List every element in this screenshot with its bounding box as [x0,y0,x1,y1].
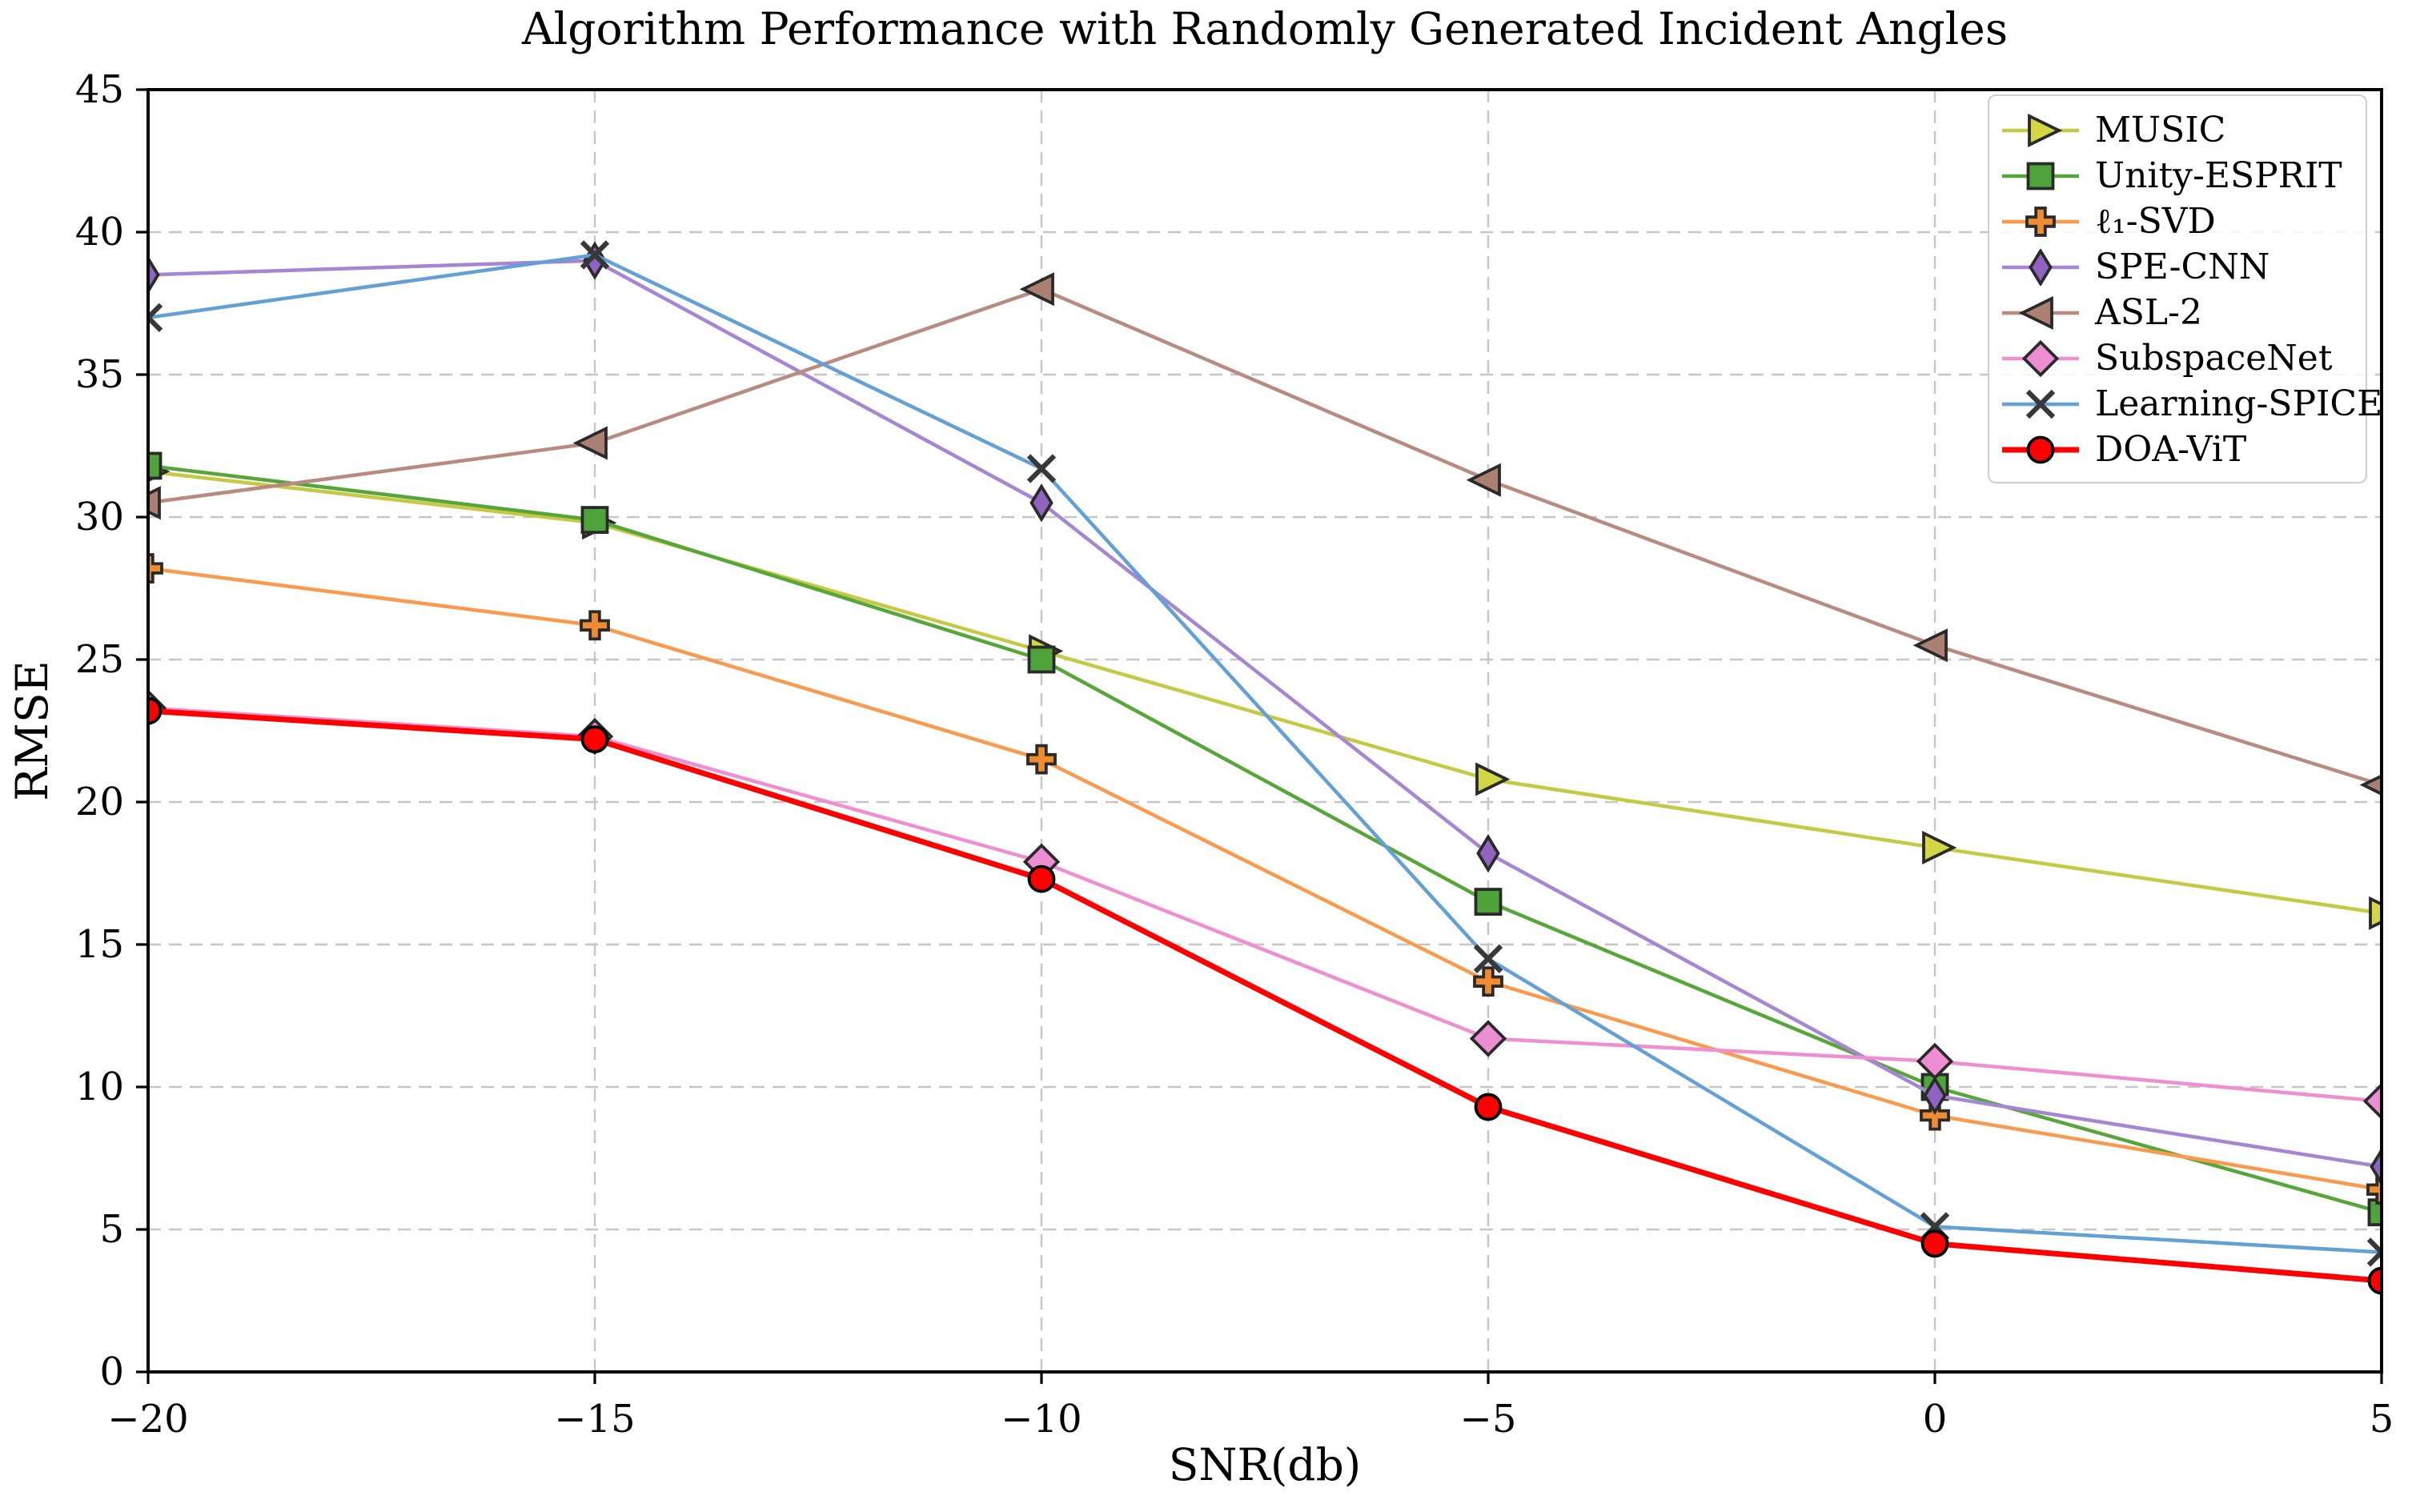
y-tick-label: 35 [75,352,124,397]
marker-triangle-right [1475,762,1511,796]
marker-diamond-thin [2029,248,2053,286]
marker-square [580,506,609,534]
legend-item-music: MUSIC [2001,107,2358,153]
legend-sample-svd [2002,206,2079,237]
marker-diamond-thin [1923,1076,1947,1115]
legend-label-svd: ℓ₁-SVD [2095,200,2216,242]
series-line-asl-2 [148,287,2382,787]
series-line-subspacenet [148,706,2382,1104]
marker-circle [2026,435,2055,463]
marker-diamond-thin [2370,1147,2382,1186]
y-tick-label: 5 [99,1207,124,1252]
marker-square [2367,1198,2382,1227]
marker-plus [148,553,163,584]
y-tick-label: 40 [75,210,124,255]
legend: MUSIC Unity-ESPRIT ℓ₁-SVD SPE-CNN ASL-2 Subsp… [1988,94,2382,483]
legend-label-unity-esprit: Unity-ESPRIT [2095,154,2342,196]
legend-sample-learning-spice [2002,389,2079,419]
legend-label-spe-cnn: SPE-CNN [2095,246,2270,287]
marker-square [1474,888,1503,916]
x-tick-label: 5 [2370,1397,2394,1442]
x-tick-label: −20 [107,1397,188,1442]
series-line-doa-vit [148,708,2382,1284]
marker-triangle-left [148,486,161,520]
y-tick-label: 20 [75,780,124,824]
y-tick-label: 25 [75,637,124,682]
legend-label-asl-2: ASL-2 [2095,291,2202,333]
marker-circle [1027,864,1056,893]
axes-spines [146,88,2383,1374]
marker-square [148,451,163,480]
series-group [148,240,2382,1295]
marker-x [1473,944,1503,973]
marker-x [148,303,163,332]
marker-circle [148,696,163,725]
legend-item-learning-spice: Learning-SPICE [2001,381,2382,427]
series-line-learning-spice [148,253,2382,1254]
x-tick-label: −5 [1460,1397,1517,1442]
legend-label-music: MUSIC [2095,109,2226,150]
legend-item-unity-esprit: Unity-ESPRIT [2001,153,2358,199]
marker-plus [580,610,610,641]
x-tick-label: 0 [1923,1397,1948,1442]
marker-x [1026,454,1057,483]
marker-diamond-thin [1029,483,1053,523]
marker-diamond [1469,1020,1507,1057]
marker-diamond-thin [1476,833,1500,873]
marker-triangle-left [572,426,608,460]
legend-sample-doa-vit [2002,435,2079,463]
legend-label-doa-vit: DOA-ViT [2095,428,2247,470]
marker-plus [2025,206,2056,237]
marker-diamond [2362,1082,2382,1120]
chart-title: Algorithm Performance with Randomly Gene… [521,3,2009,54]
marker-x [580,240,610,270]
marker-diamond [1916,1042,1954,1081]
legend-item-asl-2: ASL-2 [2001,290,2358,335]
y-tick-label: 45 [75,67,124,112]
series-line-spe-cnn [148,259,2382,1169]
marker-triangle-left [2359,774,2382,796]
legend-sample-unity-esprit [2002,162,2079,190]
series-line-svd [148,566,2382,1192]
x-tick-label: −10 [1001,1397,1082,1442]
marker-circle [2367,1266,2382,1295]
marker-triangle-left [1912,628,1948,663]
y-tick-label: 15 [75,922,124,967]
legend-item-subspacenet: SubspaceNet [2001,335,2358,381]
marker-square [1027,645,1056,674]
legend-item-doa-vit: DOA-ViT [2001,427,2358,472]
marker-diamond-thin [148,255,160,295]
x-axis-label: SNR(db) [1168,1439,1362,1490]
legend-label-learning-spice: Learning-SPICE [2095,383,2383,424]
series-line-unity-esprit [148,463,2382,1214]
marker-triangle-right [2028,113,2063,147]
marker-circle [1474,1093,1503,1121]
marker-triangle-left [1466,463,1501,497]
marker-plus [1026,744,1057,775]
legend-sample-subspacenet [2002,339,2079,377]
marker-square [2026,162,2055,190]
legend-item-svd: ℓ₁-SVD [2001,199,2358,244]
marker-circle [1920,1229,1949,1258]
legend-item-spe-cnn: SPE-CNN [2001,244,2358,290]
marker-triangle-left [1019,272,1054,307]
y-tick-label: 0 [99,1350,124,1394]
marker-plus [1473,966,1503,997]
marker-triangle-right [2369,896,2382,930]
y-tick-label: 30 [75,495,124,539]
series-line-music [148,469,2382,916]
marker-x [2025,389,2056,419]
marker-diamond [2021,339,2060,377]
marker-triangle-left [2018,295,2053,330]
marker-triangle-right [1922,830,1957,864]
legend-label-subspacenet: SubspaceNet [2095,337,2333,379]
marker-circle [580,725,609,754]
legend-sample-spe-cnn [2002,248,2079,286]
x-tick-label: −15 [554,1397,635,1442]
legend-sample-music [2002,113,2079,147]
y-tick-label: 10 [75,1065,124,1109]
legend-sample-asl-2 [2002,295,2079,330]
marker-x [2366,1237,2382,1267]
